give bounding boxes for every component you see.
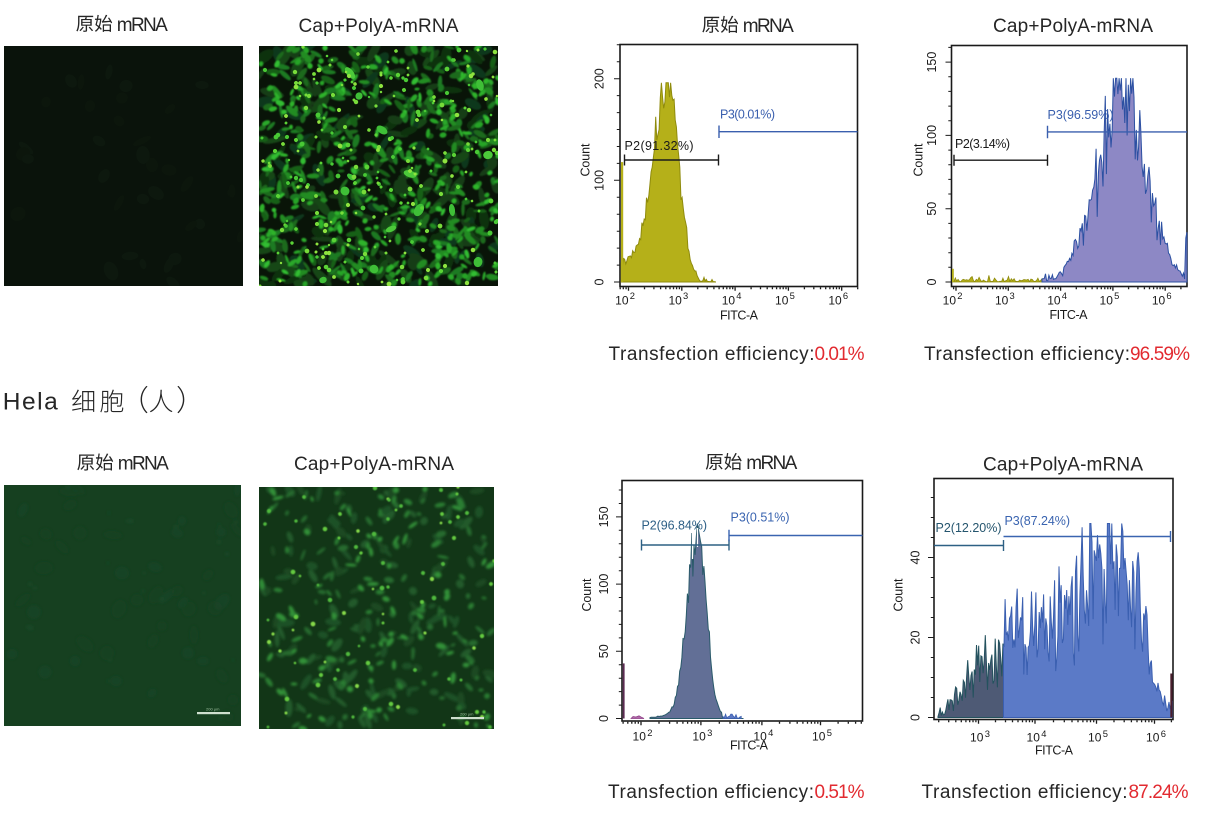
svg-text:10: 10 <box>1047 294 1061 308</box>
svg-text:Count: Count <box>892 578 906 612</box>
svg-text:200: 200 <box>593 68 607 89</box>
svg-text:Transfection efficiency:: Transfection efficiency: <box>608 782 814 803</box>
svg-text:4: 4 <box>768 727 773 738</box>
svg-text:6: 6 <box>1166 290 1171 301</box>
svg-text:5: 5 <box>1103 728 1108 739</box>
svg-text:Transfection efficiency:: Transfection efficiency: <box>924 344 1130 365</box>
svg-text:P3(87.24%): P3(87.24%) <box>1005 514 1071 528</box>
svg-text:P2(3.14%): P2(3.14%) <box>955 137 1010 151</box>
svg-text:Count: Count <box>579 143 593 177</box>
svg-text:6: 6 <box>1161 728 1166 739</box>
svg-text:2: 2 <box>647 727 652 738</box>
svg-text:10: 10 <box>1027 731 1041 745</box>
svg-text:Transfection efficiency:: Transfection efficiency: <box>609 344 815 365</box>
svg-text:2: 2 <box>630 290 635 301</box>
svg-text:4: 4 <box>736 290 741 301</box>
svg-text:0.01%: 0.01% <box>815 344 865 365</box>
svg-text:10: 10 <box>668 294 682 308</box>
svg-text:96.59%: 96.59% <box>1130 344 1190 365</box>
svg-text:mRNA: mRNA <box>118 454 169 475</box>
svg-text:200 μm: 200 μm <box>460 712 474 717</box>
svg-text:10: 10 <box>995 294 1009 308</box>
svg-text:Hela: Hela <box>3 389 58 416</box>
svg-text:Cap+PolyA-mRNA: Cap+PolyA-mRNA <box>993 16 1153 37</box>
svg-text:10: 10 <box>1146 731 1160 745</box>
svg-text:FITC-A: FITC-A <box>720 309 759 323</box>
svg-text:Cap+PolyA-mRNA: Cap+PolyA-mRNA <box>983 455 1143 476</box>
svg-text:5: 5 <box>827 727 832 738</box>
svg-text:10: 10 <box>828 294 842 308</box>
svg-text:50: 50 <box>597 644 611 658</box>
svg-text:10: 10 <box>775 294 789 308</box>
svg-text:10: 10 <box>1100 294 1114 308</box>
svg-text:Cap+PolyA-mRNA: Cap+PolyA-mRNA <box>294 454 454 475</box>
svg-text:150: 150 <box>597 506 611 527</box>
svg-text:40: 40 <box>909 551 923 565</box>
svg-text:100: 100 <box>925 125 939 146</box>
svg-text:mRNA: mRNA <box>746 453 797 474</box>
svg-text:10: 10 <box>943 294 957 308</box>
svg-text:P2(91.32%): P2(91.32%) <box>625 139 694 153</box>
svg-text:10: 10 <box>722 294 736 308</box>
svg-text:P3(96.59%): P3(96.59%) <box>1048 108 1114 122</box>
svg-text:100: 100 <box>597 574 611 595</box>
svg-text:10: 10 <box>753 730 767 744</box>
svg-text:10: 10 <box>1152 294 1166 308</box>
svg-text:5: 5 <box>790 290 795 301</box>
svg-text:4: 4 <box>1041 728 1046 739</box>
svg-text:P3(0.01%): P3(0.01%) <box>720 108 775 122</box>
svg-text:20: 20 <box>909 631 923 645</box>
svg-text:Transfection efficiency:: Transfection efficiency: <box>922 782 1128 803</box>
svg-text:FITC-A: FITC-A <box>1050 308 1089 322</box>
svg-text:3: 3 <box>985 728 990 739</box>
svg-text:0.51%: 0.51% <box>815 782 865 803</box>
svg-text:Count: Count <box>580 578 594 612</box>
svg-text:0: 0 <box>909 714 923 721</box>
svg-text:10: 10 <box>615 294 629 308</box>
svg-text:0: 0 <box>925 278 939 285</box>
svg-text:0: 0 <box>593 278 607 285</box>
svg-text:10: 10 <box>692 730 706 744</box>
svg-text:3: 3 <box>683 290 688 301</box>
svg-text:87.24%: 87.24% <box>1129 782 1189 803</box>
svg-text:10: 10 <box>812 730 826 744</box>
svg-text:P3(0.51%): P3(0.51%) <box>731 511 790 525</box>
svg-text:150: 150 <box>925 52 939 73</box>
svg-text:P2(12.20%): P2(12.20%) <box>936 521 1002 535</box>
svg-text:5: 5 <box>1114 290 1119 301</box>
svg-text:mRNA: mRNA <box>117 15 168 36</box>
svg-text:6: 6 <box>843 290 848 301</box>
svg-text:3: 3 <box>1010 290 1015 301</box>
svg-text:Count: Count <box>912 143 926 177</box>
svg-text:200 μm: 200 μm <box>206 707 220 712</box>
svg-text:10: 10 <box>633 730 647 744</box>
svg-text:4: 4 <box>1062 290 1067 301</box>
svg-text:10: 10 <box>970 731 984 745</box>
svg-text:2: 2 <box>957 290 962 301</box>
svg-text:mRNA: mRNA <box>743 16 794 37</box>
svg-text:0: 0 <box>597 715 611 722</box>
svg-text:50: 50 <box>925 202 939 216</box>
svg-text:Cap+PolyA-mRNA: Cap+PolyA-mRNA <box>299 16 459 37</box>
svg-text:P2(96.84%): P2(96.84%) <box>642 519 708 533</box>
svg-text:FITC-A: FITC-A <box>730 739 769 753</box>
svg-text:FITC-A: FITC-A <box>1035 744 1074 758</box>
svg-text:10: 10 <box>1088 731 1102 745</box>
svg-text:3: 3 <box>707 727 712 738</box>
svg-text:100: 100 <box>593 170 607 191</box>
